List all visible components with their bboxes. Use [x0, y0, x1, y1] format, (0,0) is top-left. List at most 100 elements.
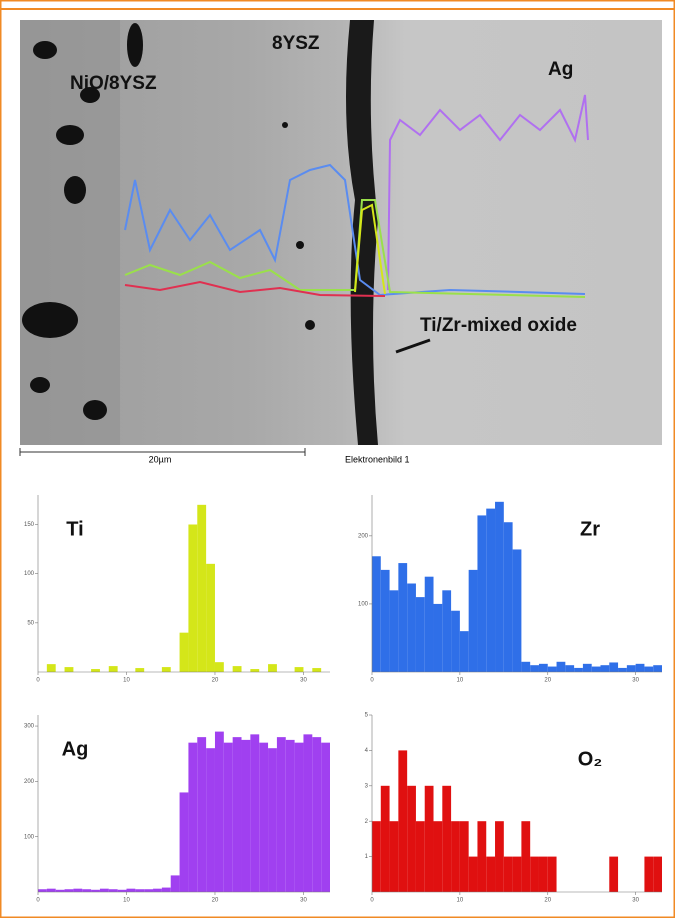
bar	[424, 576, 434, 672]
x-tick-label: 20	[544, 898, 551, 904]
bar	[407, 785, 416, 892]
y-tick-label: 300	[24, 724, 35, 730]
label-silver: Ag	[548, 59, 573, 80]
bar	[38, 889, 47, 892]
bar	[117, 889, 127, 892]
label-oxide: Ti/Zr-mixed oxide	[420, 315, 577, 336]
bar	[179, 792, 189, 892]
label-electrolyte: 8YSZ	[272, 33, 320, 54]
bar	[312, 668, 322, 672]
bar	[609, 856, 619, 892]
y-tick-label: 1	[365, 854, 369, 860]
bar	[635, 663, 645, 672]
x-tick-label: 10	[123, 678, 130, 684]
bar	[415, 597, 425, 672]
bar	[126, 888, 136, 892]
bar	[398, 563, 408, 672]
x-tick-label: 0	[36, 898, 40, 904]
bar	[250, 734, 260, 892]
bar	[442, 785, 452, 892]
image-caption: Elektronenbild 1	[345, 454, 410, 464]
bar	[214, 731, 224, 892]
x-tick-label: 10	[457, 898, 464, 904]
bar	[153, 888, 162, 892]
bar	[188, 742, 198, 892]
bar	[415, 821, 425, 892]
y-tick-label: 2	[365, 819, 369, 825]
bar	[294, 667, 304, 672]
bar	[459, 821, 469, 892]
x-tick-label: 0	[370, 898, 374, 904]
x-tick-label: 20	[544, 678, 551, 684]
x-tick-label: 30	[300, 678, 307, 684]
bar	[503, 522, 513, 672]
bar	[312, 737, 322, 892]
bar	[179, 632, 189, 672]
x-tick-label: 0	[370, 678, 374, 684]
bar	[644, 666, 654, 672]
bar	[503, 856, 513, 892]
bar	[459, 631, 469, 672]
bar	[468, 569, 478, 672]
bar	[512, 549, 522, 672]
bar	[214, 662, 224, 672]
bar	[99, 888, 109, 892]
y-tick-label: 100	[358, 602, 369, 608]
bar	[644, 856, 654, 892]
y-tick-label: 200	[358, 533, 369, 539]
bar	[609, 662, 619, 672]
bar	[530, 856, 539, 892]
bar	[574, 667, 583, 672]
bar	[108, 666, 118, 672]
scale-label: 20µm	[149, 454, 172, 464]
bar	[626, 665, 636, 672]
bar	[512, 856, 522, 892]
bar	[468, 856, 478, 892]
bar	[294, 742, 304, 892]
y-tick-label: 200	[24, 779, 35, 785]
bar	[389, 821, 399, 892]
bar	[380, 785, 390, 892]
bar	[495, 821, 504, 892]
bar	[46, 664, 56, 672]
x-tick-label: 30	[632, 678, 639, 684]
bar	[188, 524, 198, 672]
label-anode: NiO/8YSZ	[70, 73, 157, 94]
bar	[372, 556, 381, 672]
bar	[73, 888, 83, 892]
bar	[407, 583, 416, 672]
bar	[161, 887, 171, 892]
bar	[424, 785, 434, 892]
bar	[442, 590, 452, 672]
y-tick-label: 150	[24, 522, 35, 528]
bar	[653, 856, 662, 892]
bar	[538, 856, 548, 892]
y-tick-label: 50	[27, 620, 34, 626]
bar	[161, 667, 171, 672]
bar	[389, 590, 399, 672]
bar	[108, 889, 118, 892]
bar	[223, 742, 233, 892]
bar	[547, 666, 557, 672]
bar	[268, 664, 277, 672]
bar	[380, 569, 390, 672]
bar	[206, 748, 215, 892]
y-tick-label: 5	[365, 713, 369, 719]
bar	[433, 603, 443, 672]
bar	[276, 737, 286, 892]
bar	[135, 668, 145, 672]
bar	[486, 508, 496, 672]
bar	[232, 737, 242, 892]
x-tick-label: 20	[212, 898, 219, 904]
bar	[64, 889, 74, 892]
x-tick-label: 10	[123, 898, 130, 904]
bar	[241, 739, 251, 892]
bar	[206, 563, 215, 672]
x-tick-label: 20	[212, 678, 219, 684]
bar	[197, 737, 207, 892]
bar	[398, 750, 408, 892]
bar	[250, 669, 260, 672]
bar	[521, 661, 531, 672]
